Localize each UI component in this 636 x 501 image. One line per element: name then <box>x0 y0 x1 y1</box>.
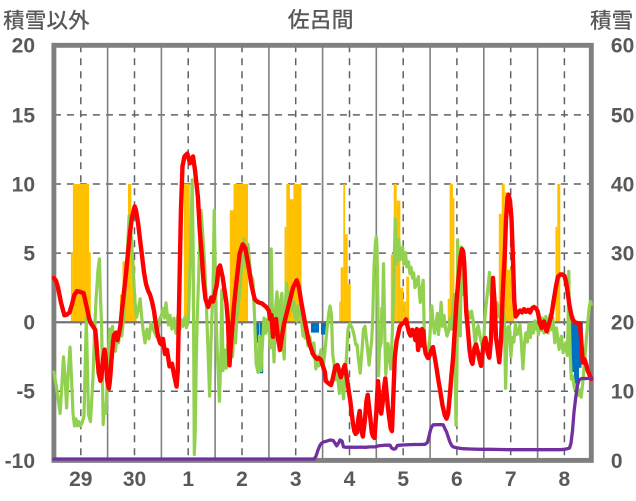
svg-text:-10: -10 <box>5 450 35 473</box>
svg-text:8: 8 <box>559 468 571 491</box>
svg-text:15: 15 <box>12 104 36 127</box>
svg-text:40: 40 <box>611 173 634 196</box>
svg-text:7: 7 <box>505 468 517 491</box>
svg-text:20: 20 <box>611 312 634 335</box>
svg-text:20: 20 <box>12 35 35 58</box>
svg-text:0: 0 <box>23 312 35 335</box>
svg-text:5: 5 <box>23 243 35 266</box>
svg-text:3: 3 <box>290 468 302 491</box>
svg-text:0: 0 <box>611 450 623 473</box>
svg-text:50: 50 <box>611 104 634 127</box>
svg-text:4: 4 <box>344 468 356 491</box>
svg-text:60: 60 <box>611 35 634 58</box>
svg-text:30: 30 <box>611 243 634 266</box>
svg-text:10: 10 <box>611 381 634 404</box>
svg-text:-5: -5 <box>16 381 35 404</box>
svg-text:10: 10 <box>12 173 35 196</box>
svg-text:1: 1 <box>182 468 194 491</box>
svg-text:29: 29 <box>69 468 92 491</box>
svg-text:2: 2 <box>236 468 248 491</box>
svg-text:5: 5 <box>397 468 409 491</box>
svg-text:6: 6 <box>451 468 463 491</box>
svg-text:30: 30 <box>123 468 146 491</box>
